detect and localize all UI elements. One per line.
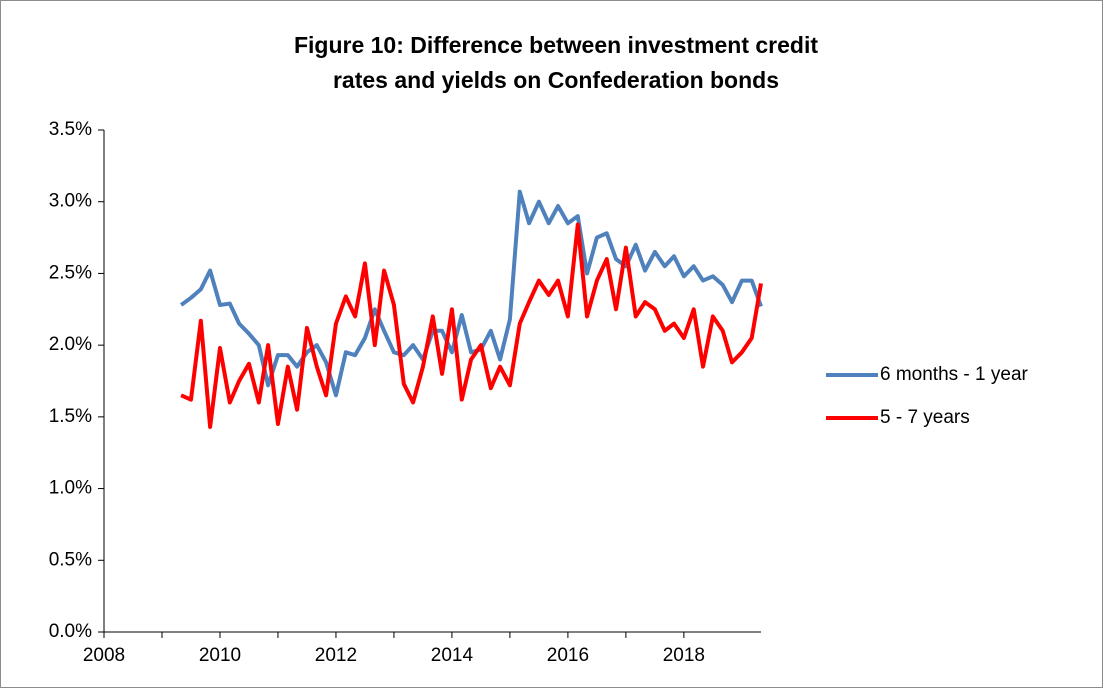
series-line (180, 222, 763, 429)
y-tick-label: 2.5% (49, 262, 92, 283)
x-tick-label: 2008 (83, 645, 125, 666)
y-tick-label: 1.0% (49, 478, 92, 499)
y-tick-label: 0.0% (49, 621, 92, 642)
x-tick-label: 2012 (315, 645, 357, 666)
chart-title: Figure 10: Difference between investment… (293, 32, 819, 93)
y-tick-label: 0.5% (49, 549, 92, 570)
legend-label: 6 months - 1 year (880, 364, 1029, 385)
x-tick-label: 2016 (547, 645, 589, 666)
y-tick-label: 2.0% (49, 334, 92, 355)
x-tick-label: 2018 (663, 645, 705, 666)
y-tick-label: 1.5% (49, 406, 92, 427)
x-tick-label: 2014 (431, 645, 474, 666)
y-tick-label: 3.5% (49, 119, 92, 140)
y-tick-label: 3.0% (49, 191, 92, 212)
series-line (179, 189, 763, 398)
legend-label: 5 - 7 years (880, 407, 970, 428)
x-tick-label: 2010 (199, 645, 241, 666)
